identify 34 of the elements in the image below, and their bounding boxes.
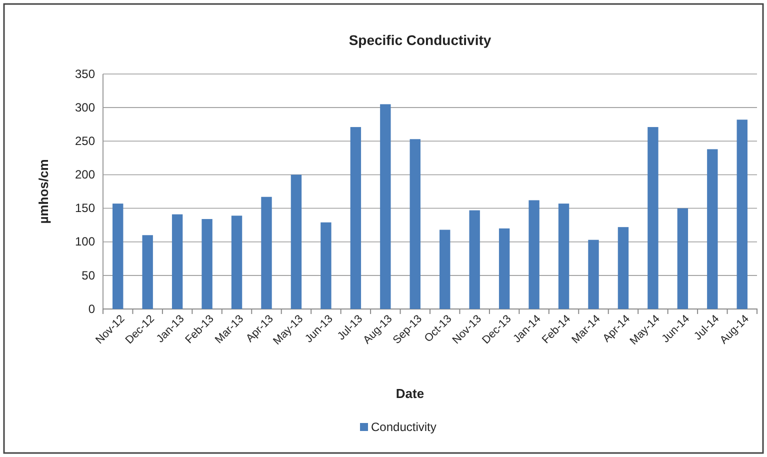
legend-label: Conductivity xyxy=(371,420,436,434)
bar xyxy=(320,222,332,309)
bar xyxy=(498,228,510,309)
bar xyxy=(736,120,748,309)
y-tick-label: 250 xyxy=(74,134,96,148)
bar xyxy=(142,235,153,309)
bar xyxy=(350,127,362,309)
bar xyxy=(707,149,718,309)
x-axis-title: Date xyxy=(396,386,424,401)
bar xyxy=(380,104,391,309)
bar xyxy=(618,227,629,309)
bar xyxy=(290,174,302,309)
y-tick-label: 350 xyxy=(74,66,96,81)
y-tick-label: 100 xyxy=(74,234,96,249)
bar xyxy=(172,214,183,309)
bar xyxy=(410,139,420,309)
bar xyxy=(469,210,480,309)
y-tick-label: 200 xyxy=(74,168,96,182)
y-tick-label: 50 xyxy=(82,268,96,282)
bar xyxy=(648,127,658,309)
bar xyxy=(112,204,124,309)
chart-title: Specific Conductivity xyxy=(348,32,492,48)
bar xyxy=(588,240,599,309)
bar xyxy=(231,216,242,309)
bar xyxy=(558,204,570,309)
y-tick-label: 0 xyxy=(88,302,96,316)
bar xyxy=(528,200,540,309)
bar xyxy=(440,230,450,309)
y-tick-label: 150 xyxy=(74,201,96,216)
bar xyxy=(261,196,272,309)
bar xyxy=(677,208,688,309)
y-axis-title: µmhos/cm xyxy=(36,159,51,224)
y-tick-label: 300 xyxy=(74,100,96,114)
bar xyxy=(202,219,212,309)
